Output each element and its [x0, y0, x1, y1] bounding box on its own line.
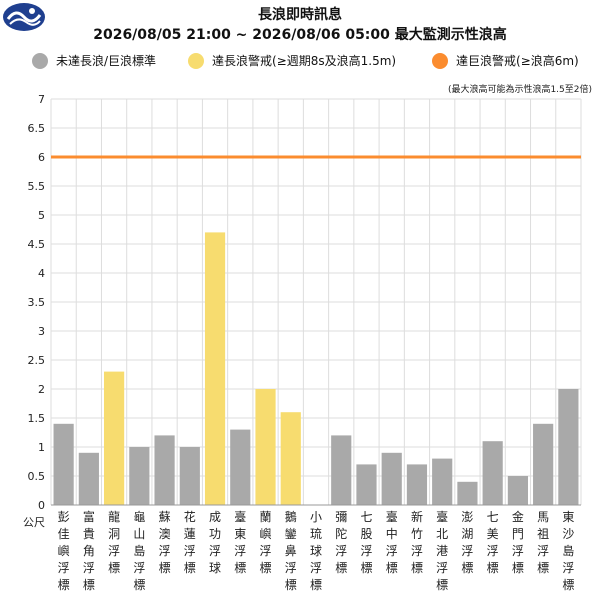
x-tick-label: 馬祖浮標 — [537, 510, 549, 575]
legend-dot-yellow — [188, 52, 204, 69]
x-tick-label: 花蓮浮標 — [184, 509, 196, 575]
legend: 未達長浪/巨浪標準 達長浪警戒(≥週期8s及浪高1.5m) 達巨浪警戒(≥浪高6… — [0, 52, 600, 74]
x-tick-label: 龍洞浮標 — [108, 509, 120, 575]
bar — [230, 429, 251, 505]
bar — [558, 389, 579, 505]
x-tick-label: 鵝鑾鼻浮標 — [285, 510, 297, 592]
bar — [482, 441, 503, 505]
x-tick-label: 七股浮標 — [360, 510, 372, 575]
bar — [406, 464, 428, 505]
bar — [331, 435, 352, 505]
bar — [78, 452, 99, 505]
legend-item-normal: 未達長浪/巨浪標準 — [32, 52, 156, 69]
bar — [432, 458, 453, 505]
bar — [204, 232, 226, 505]
x-tick-label: 成功浮球 — [209, 510, 221, 575]
x-tick-label: 臺中浮標 — [386, 509, 398, 575]
x-tick-label: 龜山島浮標 — [133, 510, 145, 592]
legend-label-huge-wave: 達巨浪警戒(≥浪高6m) — [456, 54, 579, 68]
x-tick-label: 彭佳嶼浮標 — [58, 510, 70, 592]
page-title: 長浪即時訊息 — [258, 7, 342, 23]
y-tick-label: 6.5 — [28, 122, 46, 135]
bar — [533, 423, 554, 505]
x-tick-label: 七美浮標 — [487, 510, 499, 575]
legend-dot-gray — [32, 52, 48, 69]
x-tick-label: 臺東浮標 — [234, 509, 246, 575]
y-tick-label: 1 — [38, 441, 45, 454]
bar — [457, 481, 478, 505]
y-tick-label: 2.5 — [28, 354, 46, 367]
x-tick-label: 富貴角浮標 — [83, 509, 95, 592]
legend-item-huge-wave: 達巨浪警戒(≥浪高6m) — [432, 52, 579, 69]
bar — [280, 412, 301, 505]
y-tick-label: 3.5 — [28, 296, 46, 309]
bar — [381, 452, 402, 505]
x-tick-label: 金門浮標 — [512, 509, 524, 575]
bar — [507, 476, 528, 505]
y-tick-label: 3 — [38, 325, 45, 338]
y-tick-label: 0 — [38, 499, 45, 512]
legend-label-long-wave: 達長浪警戒(≥週期8s及浪高1.5m) — [212, 54, 397, 68]
bar — [154, 435, 175, 505]
bar — [104, 371, 125, 505]
y-axis-unit-label: 公尺 — [23, 516, 45, 529]
x-tick-label: 小琉球浮標 — [310, 510, 322, 592]
legend-item-long-wave: 達長浪警戒(≥週期8s及浪高1.5m) — [188, 52, 396, 69]
bar — [129, 447, 150, 505]
legend-dot-orange — [432, 52, 448, 69]
x-tick-label: 新竹浮標 — [411, 509, 423, 575]
bar — [179, 447, 200, 505]
x-tick-label: 彌陀浮標 — [335, 510, 347, 575]
y-tick-label: 4.5 — [28, 238, 46, 251]
legend-label-normal: 未達長浪/巨浪標準 — [56, 54, 157, 68]
x-tick-label: 澎湖浮標 — [461, 510, 473, 575]
y-tick-label: 6 — [38, 151, 45, 164]
x-tick-label: 東沙島浮標 — [562, 510, 574, 592]
y-tick-label: 4 — [38, 267, 45, 280]
y-tick-label: 0.5 — [28, 470, 46, 483]
y-tick-label: 1.5 — [28, 412, 46, 425]
y-tick-label: 7 — [38, 93, 45, 106]
bar — [255, 389, 276, 505]
y-tick-label: 2 — [38, 383, 45, 396]
y-tick-label: 5.5 — [28, 180, 46, 193]
x-tick-label: 蘇澳浮標 — [159, 510, 171, 575]
y-tick-label: 5 — [38, 209, 45, 222]
page-subtitle: 2026/08/05 21:00 ~ 2026/08/06 05:00 最大監測… — [93, 27, 507, 43]
bar — [356, 464, 377, 505]
chart-note: (最大浪高可能為示性浪高1.5至2倍) — [447, 85, 592, 95]
bar — [53, 423, 74, 505]
cwa-logo-icon — [3, 3, 45, 31]
x-tick-label: 蘭嶼浮標 — [260, 510, 272, 575]
x-tick-label: 臺北港浮標 — [436, 509, 448, 592]
